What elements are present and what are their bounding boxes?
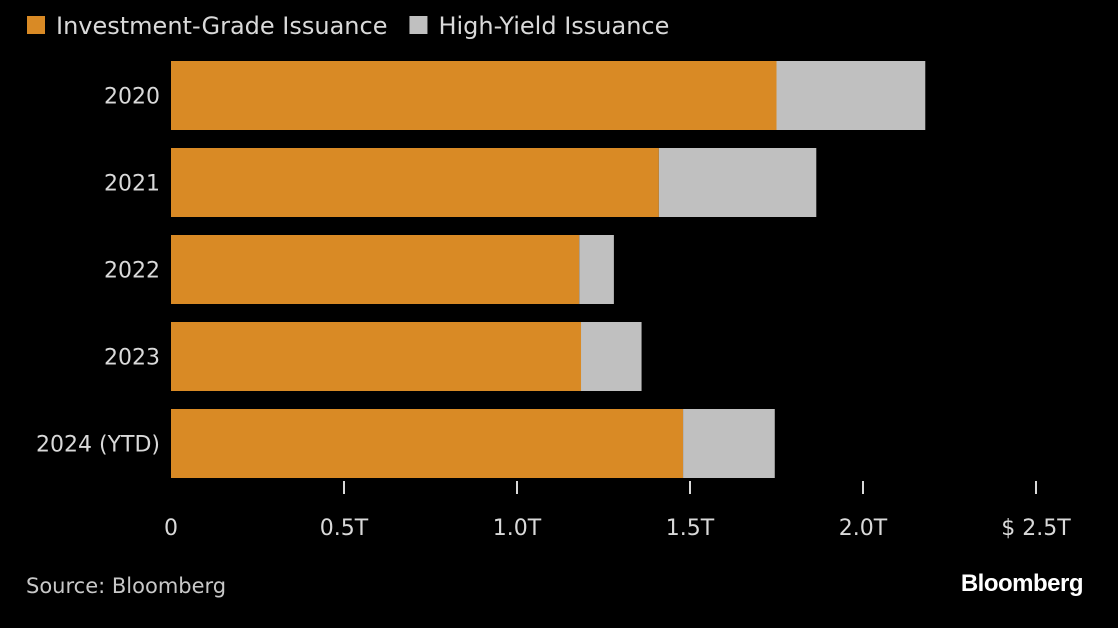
x-tick-label-0: 0 <box>164 516 178 541</box>
legend-swatch-high-yield-issuance <box>409 16 428 34</box>
legend-swatch-investment-grade-issuance <box>27 16 45 34</box>
x-tick-label-0-5t: 0.5T <box>320 516 369 541</box>
bars <box>171 61 926 478</box>
bar-2020-high-yield-issuance <box>776 61 926 130</box>
bar-2022-investment-grade-issuance <box>171 235 580 304</box>
bar-2023-investment-grade-issuance <box>171 322 582 391</box>
category-label-2020: 2020 <box>104 85 160 110</box>
x-tick-label-2-0t: 2.0T <box>839 516 888 541</box>
bar-2021-investment-grade-issuance <box>171 148 659 217</box>
category-labels: 2020 2021 2022 2023 2024 (YTD) <box>36 85 160 458</box>
bar-2024-ytd-investment-grade-issuance <box>171 409 684 478</box>
category-label-2023: 2023 <box>104 346 160 371</box>
bar-2023-high-yield-issuance <box>581 322 642 391</box>
bar-2022-high-yield-issuance <box>579 235 614 304</box>
category-label-2021: 2021 <box>104 172 160 197</box>
category-label-2022: 2022 <box>104 259 160 284</box>
bar-2024-ytd-high-yield-issuance <box>683 409 775 478</box>
source-note: Source: Bloomberg <box>26 574 226 598</box>
legend-label-high-yield-issuance: High-Yield Issuance <box>438 12 669 40</box>
x-tick-label-1-5t: 1.5T <box>666 516 715 541</box>
legend-label-investment-grade-issuance: Investment-Grade Issuance <box>56 12 387 40</box>
bar-2020-investment-grade-issuance <box>171 61 777 130</box>
x-tick-label-1-0t: 1.0T <box>493 516 542 541</box>
legend: Investment-Grade Issuance High-Yield Issu… <box>27 12 669 40</box>
bar-2021-high-yield-issuance <box>658 148 817 217</box>
x-tick-label-2-5t: $ 2.5T <box>1001 516 1071 541</box>
category-label-2024-ytd: 2024 (YTD) <box>36 433 160 458</box>
x-axis: 0 0.5T 1.0T 1.5T 2.0T $ 2.5T <box>164 481 1071 541</box>
bloomberg-logo: Bloomberg <box>961 570 1083 597</box>
